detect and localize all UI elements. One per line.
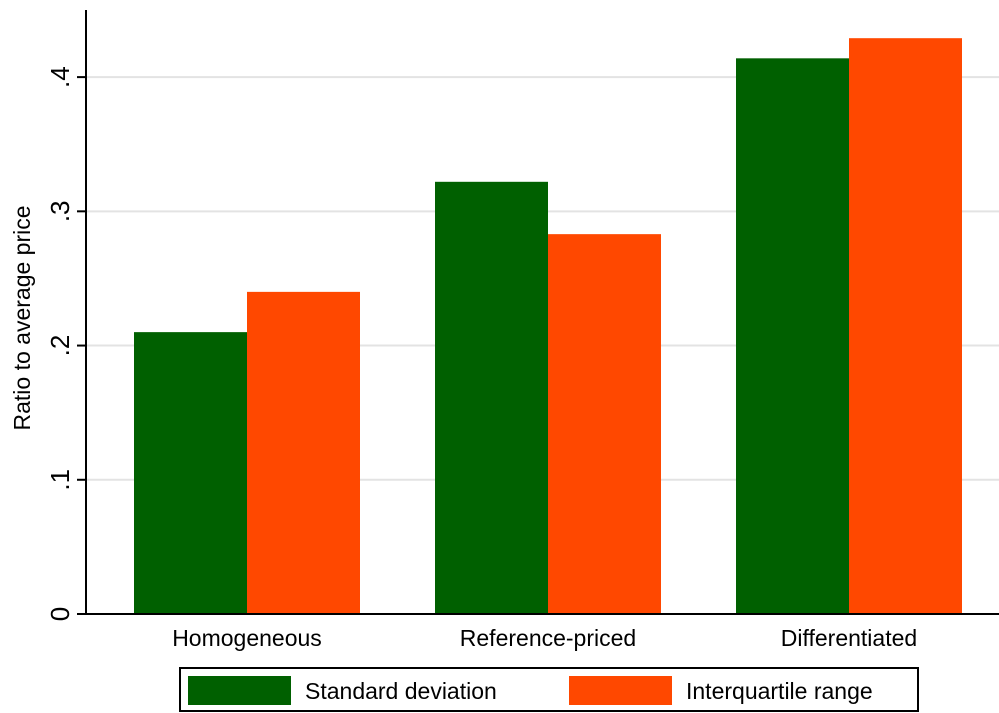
bar <box>134 332 247 614</box>
legend-label: Standard deviation <box>305 678 497 704</box>
legend-box <box>179 667 919 712</box>
y-tick-label: .2 <box>45 335 75 357</box>
y-ticks: 0 .1 .2 .3 .4 <box>45 66 86 621</box>
x-tick-label: Reference-priced <box>460 625 636 651</box>
y-tick-label: .3 <box>45 200 75 222</box>
bar <box>736 58 849 614</box>
bars <box>134 38 962 615</box>
x-tick-labels: Homogeneous Reference-priced Differentiate… <box>172 625 917 651</box>
axes <box>85 10 999 615</box>
bar <box>849 38 962 615</box>
legend-swatch <box>188 676 291 705</box>
bar <box>548 234 661 614</box>
bar <box>435 181 548 614</box>
legend-label: Interquartile range <box>686 678 873 704</box>
y-tick-label: .4 <box>45 66 75 88</box>
legend: Standard deviation Interquartile range <box>179 667 919 712</box>
legend-swatch <box>569 676 672 705</box>
y-axis-title: Ratio to average price <box>9 205 35 430</box>
bar <box>247 291 360 614</box>
y-tick-label: 0 <box>45 607 75 621</box>
y-tick-label: .1 <box>45 469 75 491</box>
x-tick-label: Differentiated <box>781 625 917 651</box>
x-tick-label: Homogeneous <box>172 625 322 651</box>
